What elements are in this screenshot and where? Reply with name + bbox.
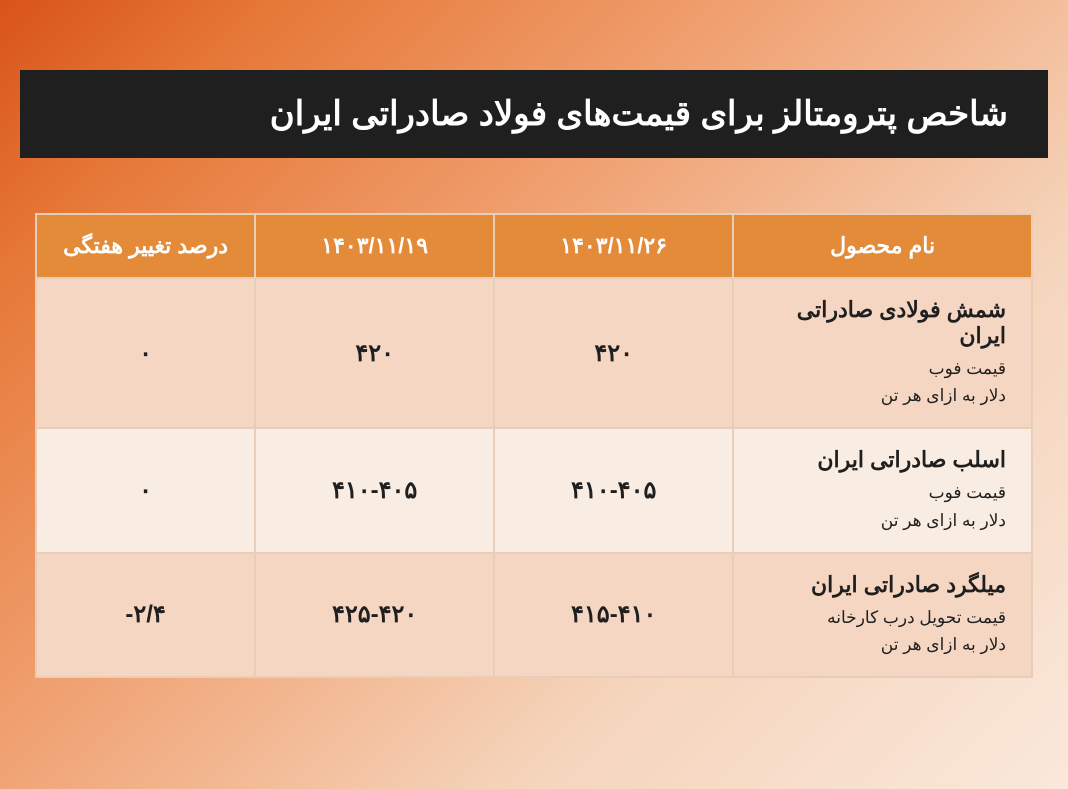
cell-product: میلگرد صادراتی ایران قیمت تحویل درب کارخ… — [733, 553, 1032, 677]
product-name: شمش فولادی صادراتی ایران — [744, 297, 1006, 349]
table-row: میلگرد صادراتی ایران قیمت تحویل درب کارخ… — [36, 553, 1032, 677]
cell-date1: ۴۱۰-۴۰۵ — [494, 428, 733, 552]
product-name: میلگرد صادراتی ایران — [744, 572, 1006, 598]
cell-date2: ۴۱۰-۴۰۵ — [255, 428, 494, 552]
cell-change: ۲/۴- — [36, 553, 255, 677]
cell-date2: ۴۲۰ — [255, 278, 494, 428]
cell-product: اسلب صادراتی ایران قیمت فوب دلار به ازای… — [733, 428, 1032, 552]
cell-change: ۰ — [36, 278, 255, 428]
product-sub1: قیمت فوب — [744, 479, 1006, 506]
col-header-change: درصد تغییر هفتگی — [36, 214, 255, 278]
cell-date2: ۴۲۵-۴۲۰ — [255, 553, 494, 677]
product-sub2: دلار به ازای هر تن — [744, 631, 1006, 658]
price-table-container: نام محصول ۱۴۰۳/۱۱/۲۶ ۱۴۰۳/۱۱/۱۹ درصد تغی… — [35, 213, 1033, 678]
cell-product: شمش فولادی صادراتی ایران قیمت فوب دلار ب… — [733, 278, 1032, 428]
product-name: اسلب صادراتی ایران — [744, 447, 1006, 473]
cell-date1: ۴۲۰ — [494, 278, 733, 428]
col-header-date2: ۱۴۰۳/۱۱/۱۹ — [255, 214, 494, 278]
page-title: شاخص پترومتالز برای قیمت‌های فولاد صادرا… — [20, 70, 1048, 158]
product-sub1: قیمت تحویل درب کارخانه — [744, 604, 1006, 631]
table-header-row: نام محصول ۱۴۰۳/۱۱/۲۶ ۱۴۰۳/۱۱/۱۹ درصد تغی… — [36, 214, 1032, 278]
product-sub1: قیمت فوب — [744, 355, 1006, 382]
price-table: نام محصول ۱۴۰۳/۱۱/۲۶ ۱۴۰۳/۱۱/۱۹ درصد تغی… — [35, 213, 1033, 678]
col-header-date1: ۱۴۰۳/۱۱/۲۶ — [494, 214, 733, 278]
table-row: اسلب صادراتی ایران قیمت فوب دلار به ازای… — [36, 428, 1032, 552]
cell-date1: ۴۱۵-۴۱۰ — [494, 553, 733, 677]
col-header-product: نام محصول — [733, 214, 1032, 278]
cell-change: ۰ — [36, 428, 255, 552]
table-row: شمش فولادی صادراتی ایران قیمت فوب دلار ب… — [36, 278, 1032, 428]
product-sub2: دلار به ازای هر تن — [744, 507, 1006, 534]
product-sub2: دلار به ازای هر تن — [744, 382, 1006, 409]
